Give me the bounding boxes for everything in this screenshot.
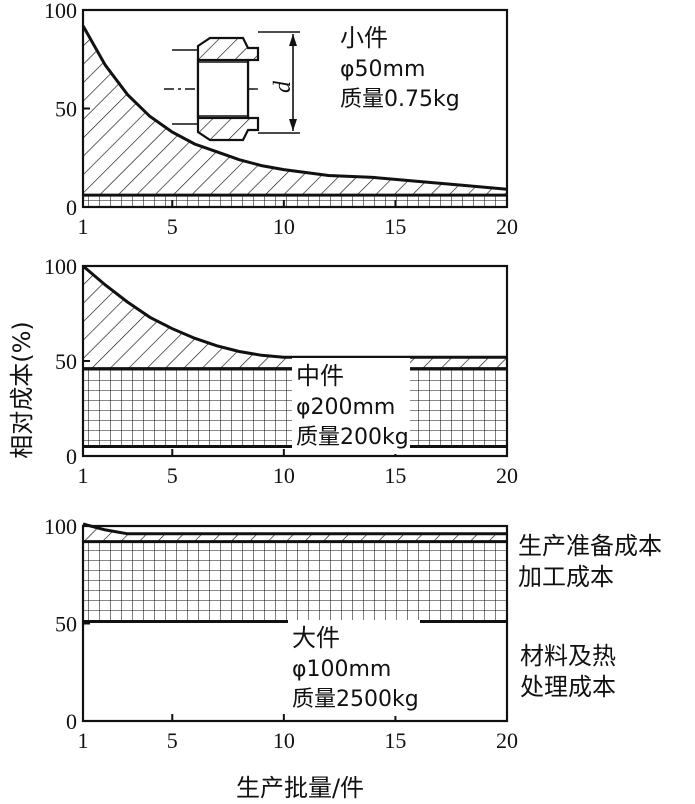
y-tick-label: 100 xyxy=(44,254,77,279)
x-tick-label: 5 xyxy=(167,214,178,239)
legend-material-cost-line1: 材料及热 xyxy=(520,642,616,670)
x-tick-label: 15 xyxy=(384,214,406,239)
x-tick-label: 10 xyxy=(273,728,295,753)
x-tick-label: 5 xyxy=(167,728,178,753)
annotation-background xyxy=(292,358,410,454)
x-tick-label: 1 xyxy=(78,463,89,488)
legend-processing-cost: 加工成本 xyxy=(518,563,614,591)
setup-cost-area xyxy=(83,524,507,542)
y-tick-label: 50 xyxy=(55,97,77,122)
setup-cost-curve xyxy=(82,264,507,359)
x-tick-label: 15 xyxy=(384,728,406,753)
diameter-label: d xyxy=(270,80,296,93)
annotation-line: φ200mm xyxy=(296,395,395,420)
x-tick-label: 1 xyxy=(78,214,89,239)
annotation-background xyxy=(288,620,420,716)
y-tick-label: 100 xyxy=(44,514,77,539)
processing-cost-area xyxy=(83,541,507,622)
x-tick-label: 10 xyxy=(273,463,295,488)
annotation-line: 中件 xyxy=(296,362,344,390)
legend-setup-cost: 生产准备成本 xyxy=(518,532,662,560)
x-tick-label: 15 xyxy=(384,463,406,488)
y-tick-label: 0 xyxy=(66,195,77,220)
legend-material-cost-line2: 处理成本 xyxy=(520,673,616,701)
y-axis-label: 相对成本(%) xyxy=(8,321,36,459)
annotation-line: φ50mm xyxy=(340,57,425,82)
x-tick-label: 20 xyxy=(496,214,518,239)
y-tick-label: 50 xyxy=(55,612,77,637)
annotation-line: 大件 xyxy=(292,624,340,652)
x-tick-label: 1 xyxy=(78,728,89,753)
x-tick-label: 5 xyxy=(167,463,178,488)
x-axis-label: 生产批量/件 xyxy=(236,774,364,802)
workpiece-section-diagram xyxy=(164,31,300,142)
processing-cost-area xyxy=(83,195,507,207)
y-tick-label: 100 xyxy=(44,0,77,23)
annotation-line: 小件 xyxy=(340,24,388,52)
annotation-line: 质量0.75kg xyxy=(340,87,460,112)
setup-cost-curve xyxy=(81,25,508,191)
y-tick-label: 0 xyxy=(66,444,77,469)
x-tick-label: 10 xyxy=(273,214,295,239)
x-tick-label: 20 xyxy=(496,463,518,488)
y-tick-label: 50 xyxy=(55,349,77,374)
setup-cost-area xyxy=(83,266,507,369)
y-tick-label: 0 xyxy=(66,709,77,734)
setup-cost-area xyxy=(83,25,507,196)
annotation-line: 质量200kg xyxy=(296,425,409,450)
annotation-line: 质量2500kg xyxy=(292,687,419,712)
x-tick-label: 20 xyxy=(496,728,518,753)
annotation-line: φ100mm xyxy=(292,657,391,682)
